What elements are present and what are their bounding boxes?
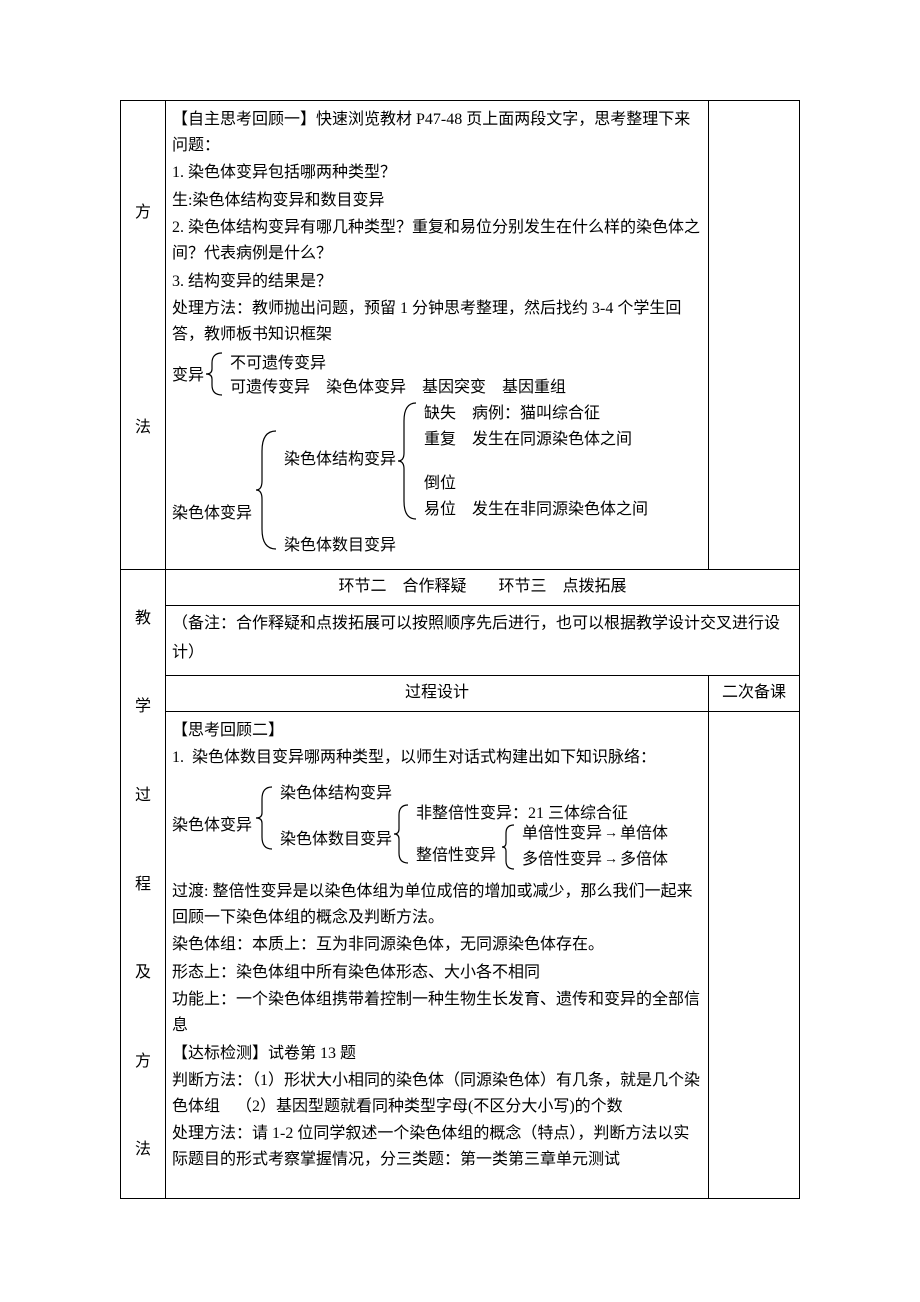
row1-content: 【自主思考回顾一】快速浏览教材 P47-48 页上面两段文字，思考整理下来问题：… — [166, 101, 709, 570]
side-char: 学 — [135, 694, 151, 720]
question: 1. 染色体数目变异哪两种类型，以师生对话式构建出如下知识脉络： — [172, 745, 702, 771]
diag-root: 染色体变异 — [172, 813, 252, 839]
row1-notes — [709, 101, 800, 570]
side-char: 教 — [135, 606, 151, 632]
arrow-icon: → — [602, 849, 620, 871]
diag-leaf: 单倍性变异→单倍体 — [522, 821, 668, 847]
diag-leaf: 重复 发生在同源染色体之间 — [424, 427, 632, 453]
diagram-chrom-num: 染色体变异 染色体结构变异 染色体数目变异 非整倍性变异：21 三体综合征 整倍… — [172, 779, 702, 869]
arrow-icon: → — [602, 823, 620, 845]
diag-leaf: 倒位 — [424, 471, 456, 497]
side-char: 方 — [135, 1049, 151, 1075]
paragraph: 功能上：一个染色体组携带着控制一种生物生长发育、遗传和变异的全部信息 — [172, 987, 702, 1038]
question: 1. 染色体变异包括哪两种类型？ — [172, 160, 702, 186]
answer: 生:染色体结构变异和数目变异 — [172, 188, 702, 214]
question: 2. 染色体结构变异有哪几种类型？重复和易位分别发生在什么样的染色体之间？代表病… — [172, 215, 702, 266]
diag-leaf: 多倍性变异→多倍体 — [522, 847, 668, 873]
diag-branch: 不可遗传变异 — [230, 351, 326, 377]
diag-root: 染色体变异 — [172, 501, 252, 527]
diag-mid: 染色体结构变异 — [284, 447, 396, 473]
paragraph: 染色体组：本质上：互为非同源染色体，无同源染色体存在。 — [172, 932, 702, 958]
intro-line: 【自主思考回顾一】快速浏览教材 P47-48 页上面两段文字，思考整理下来问题： — [172, 107, 702, 158]
paragraph: 处理方法：请 1-2 位同学叙述一个染色体组的概念（特点），判断方法以实际题目的… — [172, 1121, 702, 1172]
diag-branch: 染色体结构变异 — [280, 781, 392, 807]
section-note: （备注：合作释疑和点拨拓展可以按照顺序先后进行，也可以根据教学设计交叉进行设计） — [166, 606, 800, 675]
side-char: 过 — [135, 783, 151, 809]
row2-notes — [709, 711, 800, 1199]
row1-side: 方 法 — [121, 101, 166, 570]
diag-leaf: 缺失 病例：猫叫综合征 — [424, 401, 600, 427]
method-line: 处理方法：教师抛出问题，预留 1 分钟思考整理，然后找约 3-4 个学生回答，教… — [172, 296, 702, 347]
side-char: 方 — [135, 200, 151, 226]
paragraph: 形态上：染色体组中所有染色体形态、大小各不相同 — [172, 960, 702, 986]
diag-root: 变异 — [172, 363, 204, 389]
subhead-notes: 二次备课 — [709, 675, 800, 711]
paragraph: 判断方法：（1）形状大小相同的染色体（同源染色体）有几条，就是几个染色体组 （2… — [172, 1068, 702, 1119]
side-char: 法 — [135, 1137, 151, 1163]
row2-content: 【思考回顾二】 1. 染色体数目变异哪两种类型，以师生对话式构建出如下知识脉络：… — [166, 711, 709, 1199]
diagram-variation: 变异 不可遗传变异 可遗传变异 染色体变异 基因突变 基因重组 — [172, 351, 702, 397]
section-title: 环节二 合作释疑 环节三 点拨拓展 — [166, 570, 800, 606]
side-char: 及 — [135, 960, 151, 986]
diag-bottom: 染色体数目变异 — [284, 533, 396, 559]
diag-leaf: 整倍性变异 — [416, 843, 496, 869]
paragraph: 过渡: 整倍性变异是以染色体组为单位成倍的增加或减少，那么我们一起来回顾一下染色… — [172, 879, 702, 930]
diag-leaf: 易位 发生在非同源染色体之间 — [424, 497, 648, 523]
diag-branch: 染色体数目变异 — [280, 827, 392, 853]
row2-side: 教 学 过 程 及 方 法 — [121, 570, 166, 1199]
side-char: 法 — [135, 415, 151, 441]
subhead-process: 过程设计 — [166, 675, 709, 711]
subtitle: 【思考回顾二】 — [172, 718, 702, 744]
question: 3. 结构变异的结果是？ — [172, 269, 702, 295]
lesson-table: 方 法 【自主思考回顾一】快速浏览教材 P47-48 页上面两段文字，思考整理下… — [120, 100, 800, 1199]
paragraph: 【达标检测】试卷第 13 题 — [172, 1041, 702, 1067]
diagram-chrom-variation: 染色体变异 染色体结构变异 缺失 病例：猫叫综合征 重复 发生在同源染色体之间 … — [172, 401, 702, 561]
side-char: 程 — [135, 872, 151, 898]
diag-branch: 可遗传变异 染色体变异 基因突变 基因重组 — [230, 375, 566, 401]
